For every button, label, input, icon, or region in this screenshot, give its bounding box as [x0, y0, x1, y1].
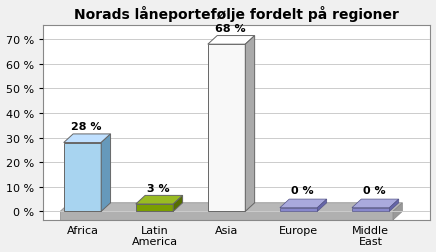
Bar [64, 143, 101, 211]
Polygon shape [101, 134, 111, 211]
Polygon shape [352, 199, 399, 208]
Text: 0 %: 0 % [291, 186, 313, 196]
Polygon shape [173, 196, 183, 211]
Polygon shape [393, 203, 402, 220]
Bar [280, 208, 317, 211]
Polygon shape [317, 199, 327, 211]
Polygon shape [60, 203, 402, 211]
Text: 28 %: 28 % [71, 122, 102, 132]
Bar [208, 45, 245, 211]
Bar [60, 211, 393, 220]
Text: 68 %: 68 % [215, 24, 245, 34]
Bar [136, 204, 173, 211]
Title: Norads låneportefølje fordelt på regioner: Norads låneportefølje fordelt på regione… [74, 6, 399, 21]
Bar [352, 208, 389, 211]
Polygon shape [208, 37, 255, 45]
Polygon shape [245, 37, 255, 211]
Polygon shape [280, 199, 327, 208]
Text: 3 %: 3 % [147, 183, 170, 193]
Polygon shape [64, 134, 111, 143]
Polygon shape [389, 199, 399, 211]
Text: 0 %: 0 % [363, 186, 386, 196]
Polygon shape [136, 196, 183, 204]
